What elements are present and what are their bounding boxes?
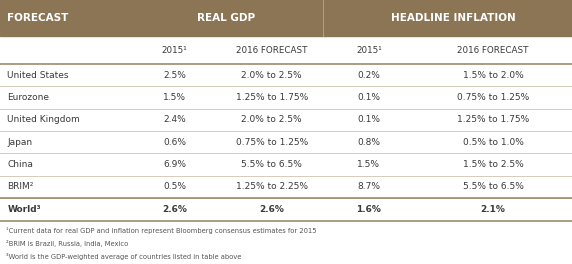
Text: 0.8%: 0.8%: [358, 138, 380, 147]
Text: 1.5% to 2.0%: 1.5% to 2.0%: [463, 71, 523, 80]
Text: BRIM²: BRIM²: [7, 182, 34, 191]
Text: 0.1%: 0.1%: [358, 93, 380, 102]
Text: REAL GDP: REAL GDP: [197, 13, 255, 23]
Text: Eurozone: Eurozone: [7, 93, 49, 102]
Text: 0.6%: 0.6%: [163, 138, 186, 147]
Text: 6.9%: 6.9%: [163, 160, 186, 169]
Text: 1.25% to 2.25%: 1.25% to 2.25%: [236, 182, 308, 191]
Text: 2.6%: 2.6%: [162, 205, 187, 214]
Text: 1.5% to 2.5%: 1.5% to 2.5%: [463, 160, 523, 169]
Text: 1.25% to 1.75%: 1.25% to 1.75%: [457, 115, 529, 124]
Text: 2.5%: 2.5%: [163, 71, 186, 80]
Text: China: China: [7, 160, 33, 169]
Text: ¹Current data for real GDP and inflation represent Bloomberg consensus estimates: ¹Current data for real GDP and inflation…: [6, 227, 317, 234]
Text: 2015¹: 2015¹: [356, 46, 382, 55]
Text: 0.75% to 1.25%: 0.75% to 1.25%: [236, 138, 308, 147]
Text: 2016 FORECAST: 2016 FORECAST: [458, 46, 529, 55]
Text: United States: United States: [7, 71, 69, 80]
Text: 1.25% to 1.75%: 1.25% to 1.75%: [236, 93, 308, 102]
Text: 2.6%: 2.6%: [259, 205, 284, 214]
Bar: [0, 0, 572, 36]
Text: 1.5%: 1.5%: [358, 160, 380, 169]
Text: 2.1%: 2.1%: [480, 205, 506, 214]
Text: 2.4%: 2.4%: [163, 115, 186, 124]
Text: 0.1%: 0.1%: [358, 115, 380, 124]
Text: 5.5% to 6.5%: 5.5% to 6.5%: [241, 160, 302, 169]
Text: 2015¹: 2015¹: [161, 46, 188, 55]
Text: 8.7%: 8.7%: [358, 182, 380, 191]
Text: 0.5% to 1.0%: 0.5% to 1.0%: [463, 138, 523, 147]
Text: Japan: Japan: [7, 138, 33, 147]
Text: FORECAST: FORECAST: [7, 13, 69, 23]
Text: United Kingdom: United Kingdom: [7, 115, 80, 124]
Text: HEADLINE INFLATION: HEADLINE INFLATION: [391, 13, 516, 23]
Text: 1.5%: 1.5%: [163, 93, 186, 102]
Text: 1.6%: 1.6%: [356, 205, 382, 214]
Text: ³World is the GDP-weighted average of countries listed in table above: ³World is the GDP-weighted average of co…: [6, 252, 241, 260]
Text: 0.5%: 0.5%: [163, 182, 186, 191]
Text: 2.0% to 2.5%: 2.0% to 2.5%: [241, 71, 302, 80]
Text: 2.0% to 2.5%: 2.0% to 2.5%: [241, 115, 302, 124]
Text: 0.2%: 0.2%: [358, 71, 380, 80]
Text: ²BRIM is Brazil, Russia, India, Mexico: ²BRIM is Brazil, Russia, India, Mexico: [6, 240, 129, 247]
Text: World³: World³: [7, 205, 41, 214]
Text: 0.75% to 1.25%: 0.75% to 1.25%: [457, 93, 529, 102]
Text: 2016 FORECAST: 2016 FORECAST: [236, 46, 308, 55]
Text: 5.5% to 6.5%: 5.5% to 6.5%: [463, 182, 523, 191]
